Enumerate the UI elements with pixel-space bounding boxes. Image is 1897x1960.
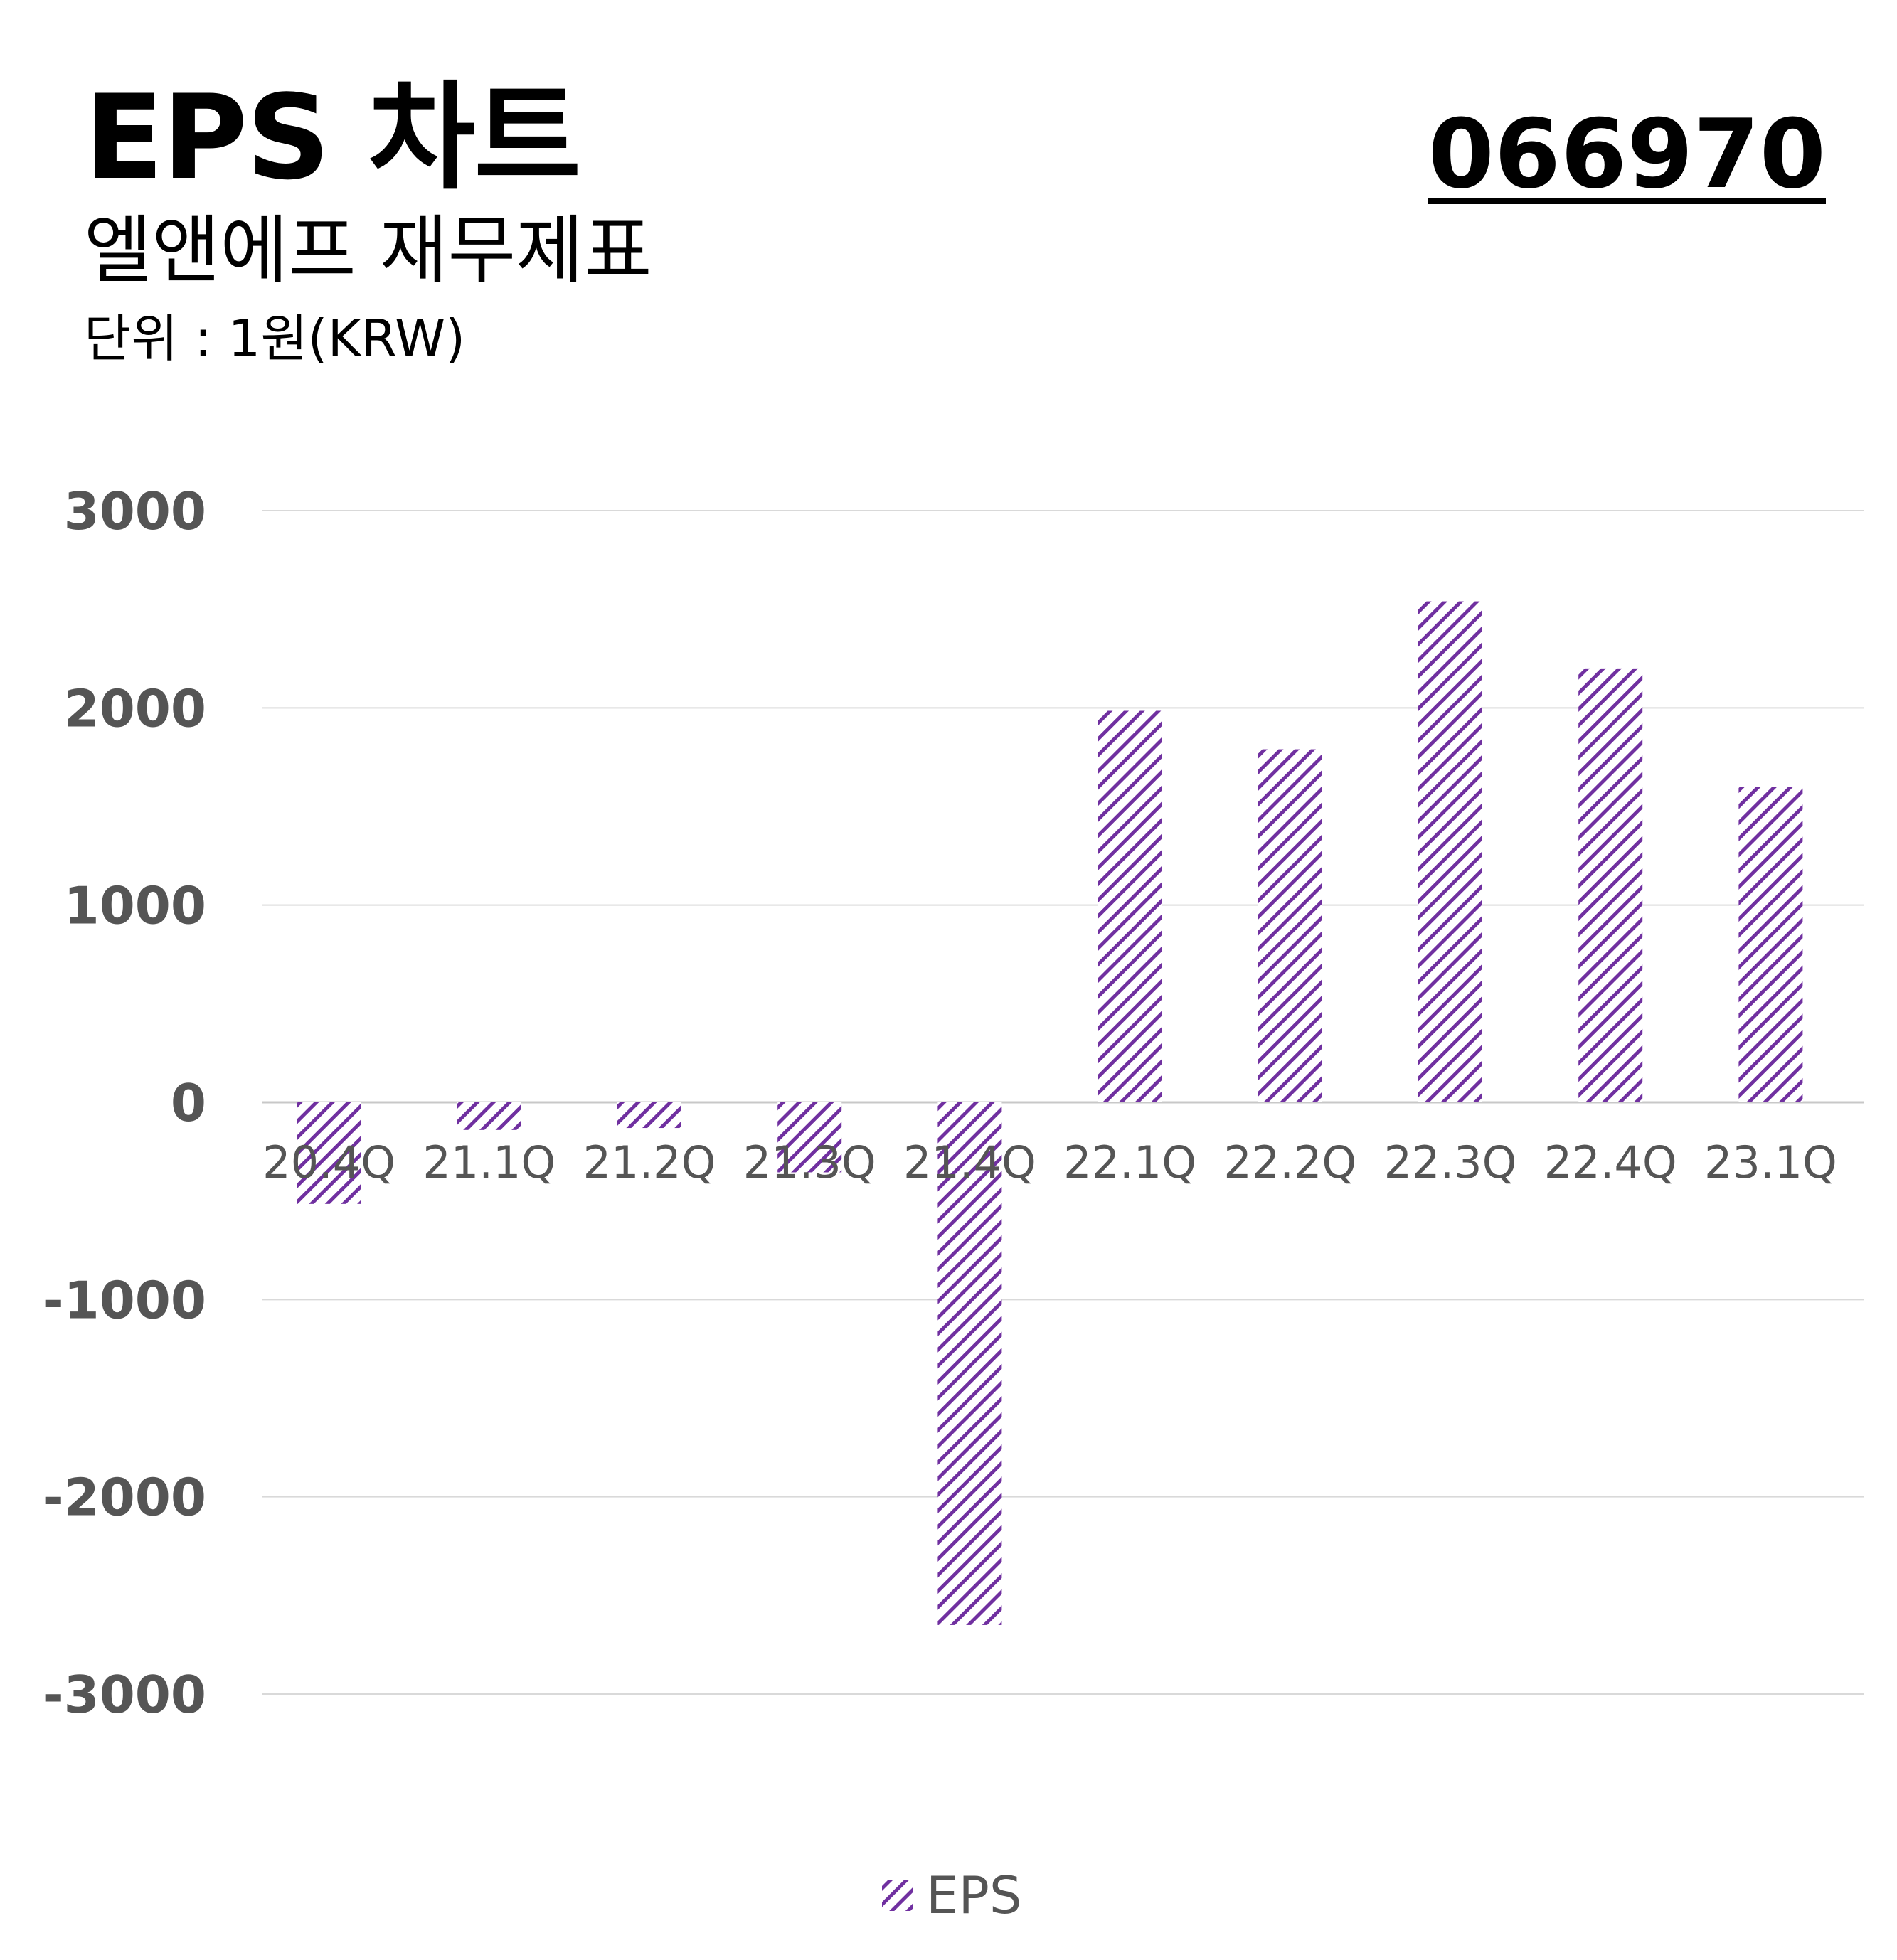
bar-21.1Q [457, 1102, 521, 1130]
x-tick-label: 22.1Q [1063, 1136, 1196, 1188]
x-tick-label: 22.4Q [1544, 1136, 1677, 1188]
x-tick-label: 23.1Q [1704, 1136, 1837, 1188]
y-axis-ticks: 3000 2000 1000 0 -1000 -2000 -3000 [43, 481, 206, 1725]
y-tick-label: -3000 [43, 1665, 206, 1725]
x-tick-label: 21.1Q [423, 1136, 556, 1188]
unit-label: 단위 : 1원(KRW) [84, 309, 466, 368]
bar-21.2Q [617, 1102, 681, 1129]
x-tick-label: 20.4Q [262, 1136, 395, 1188]
bars [297, 601, 1803, 1625]
x-tick-label: 21.2Q [583, 1136, 716, 1188]
chart-title: EPS 차트 [84, 70, 581, 206]
bar-22.4Q [1578, 668, 1643, 1102]
bar-23.1Q [1738, 787, 1803, 1102]
bar-21.3Q [777, 1102, 842, 1173]
y-tick-label: 3000 [64, 481, 206, 541]
x-axis-ticks: 20.4Q 21.1Q 21.2Q 21.3Q 21.4Q 22.1Q 22.2Q 22.3Q… [262, 1136, 1837, 1188]
y-tick-label: 2000 [64, 678, 206, 738]
y-tick-label: 1000 [64, 876, 206, 936]
bar-22.2Q [1258, 749, 1322, 1102]
bar-21.4Q [937, 1102, 1002, 1625]
y-tick-label: -2000 [43, 1468, 206, 1528]
legend-swatch-eps [882, 1880, 913, 1911]
x-tick-label: 22.3Q [1384, 1136, 1517, 1188]
x-tick-label: 21.3Q [743, 1136, 876, 1188]
legend-label-eps: EPS [926, 1865, 1022, 1925]
y-tick-label: -1000 [43, 1270, 206, 1330]
bar-22.1Q [1098, 710, 1162, 1102]
x-tick-label: 22.2Q [1223, 1136, 1356, 1188]
y-tick-label: 0 [171, 1073, 206, 1133]
bar-22.3Q [1418, 601, 1482, 1102]
ticker-code: 066970 [1428, 99, 1826, 210]
bar-20.4Q [297, 1102, 361, 1204]
legend: EPS [882, 1865, 1022, 1925]
x-tick-label: 21.4Q [903, 1136, 1036, 1188]
chart-subtitle: 엘앤에프 재무제표 [84, 207, 652, 294]
